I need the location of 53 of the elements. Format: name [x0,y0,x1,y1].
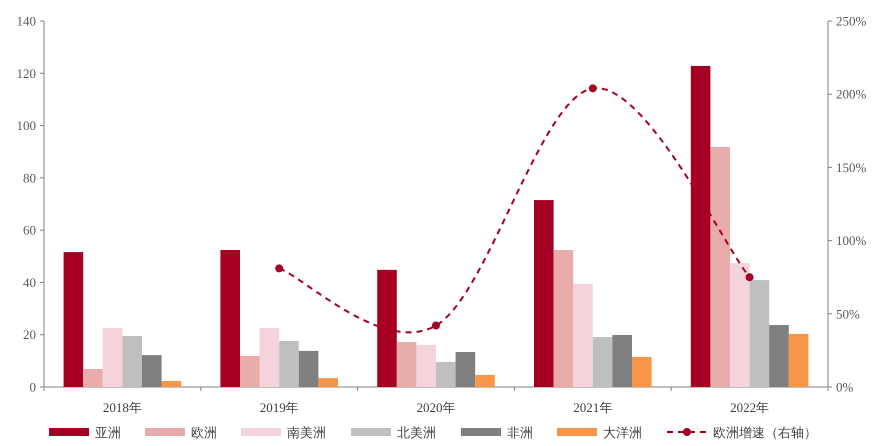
bar [279,340,299,387]
y2-tick-label: 250% [836,14,866,28]
y-tick-label: 20 [23,327,36,342]
bar [750,280,770,387]
y-tick-label: 80 [23,170,36,186]
legend-label: 亚洲 [95,425,121,440]
bar [220,250,240,387]
bar [554,250,574,387]
legend-label: 南美洲 [287,425,326,440]
legend-label: 大洋洲 [603,425,642,440]
point [746,273,754,282]
bar [396,342,416,387]
bar [83,368,103,387]
y-tick-label: 100 [16,118,36,134]
bar [318,378,338,387]
bar [534,200,554,387]
legend-label: 欧洲 [191,425,217,440]
bar [730,263,750,387]
y2-tick-label: 50% [836,306,860,322]
bar [260,328,280,387]
bar [592,337,612,387]
legend-label: 非洲 [507,425,533,440]
x-tick-label: 2019年 [260,400,299,415]
bar [573,284,593,387]
y2-tick-label: 0% [836,380,854,394]
y-tick-label: 120 [16,66,36,81]
point [275,264,284,272]
bar [64,252,84,387]
y2-tick-label: 100% [836,233,866,248]
legend-label: 北美洲 [397,425,436,440]
y-tick-label: 0 [30,380,36,394]
y2-tick-label: 200% [836,86,866,102]
bar [632,356,652,387]
x-tick-label: 2022年 [730,400,770,415]
x-tick-label: 2020年 [416,400,456,415]
bar [416,344,436,387]
x-tick-label: 2021年 [573,400,612,415]
bar [240,356,260,387]
y-tick-label: 40 [23,274,36,290]
point [432,322,440,330]
point [588,84,597,92]
bar [102,328,122,387]
y2-tick-label: 150% [836,160,866,175]
bar [162,380,182,387]
bar [436,362,456,387]
x-tick-label: 2018年 [102,400,142,415]
y-tick-label: 60 [23,222,36,238]
bar [710,147,730,387]
legend-label: 欧洲增速（右轴） [713,425,817,440]
bar [122,336,142,387]
y-tick-label: 140 [16,14,36,28]
bar [475,374,495,387]
bar [788,334,808,387]
